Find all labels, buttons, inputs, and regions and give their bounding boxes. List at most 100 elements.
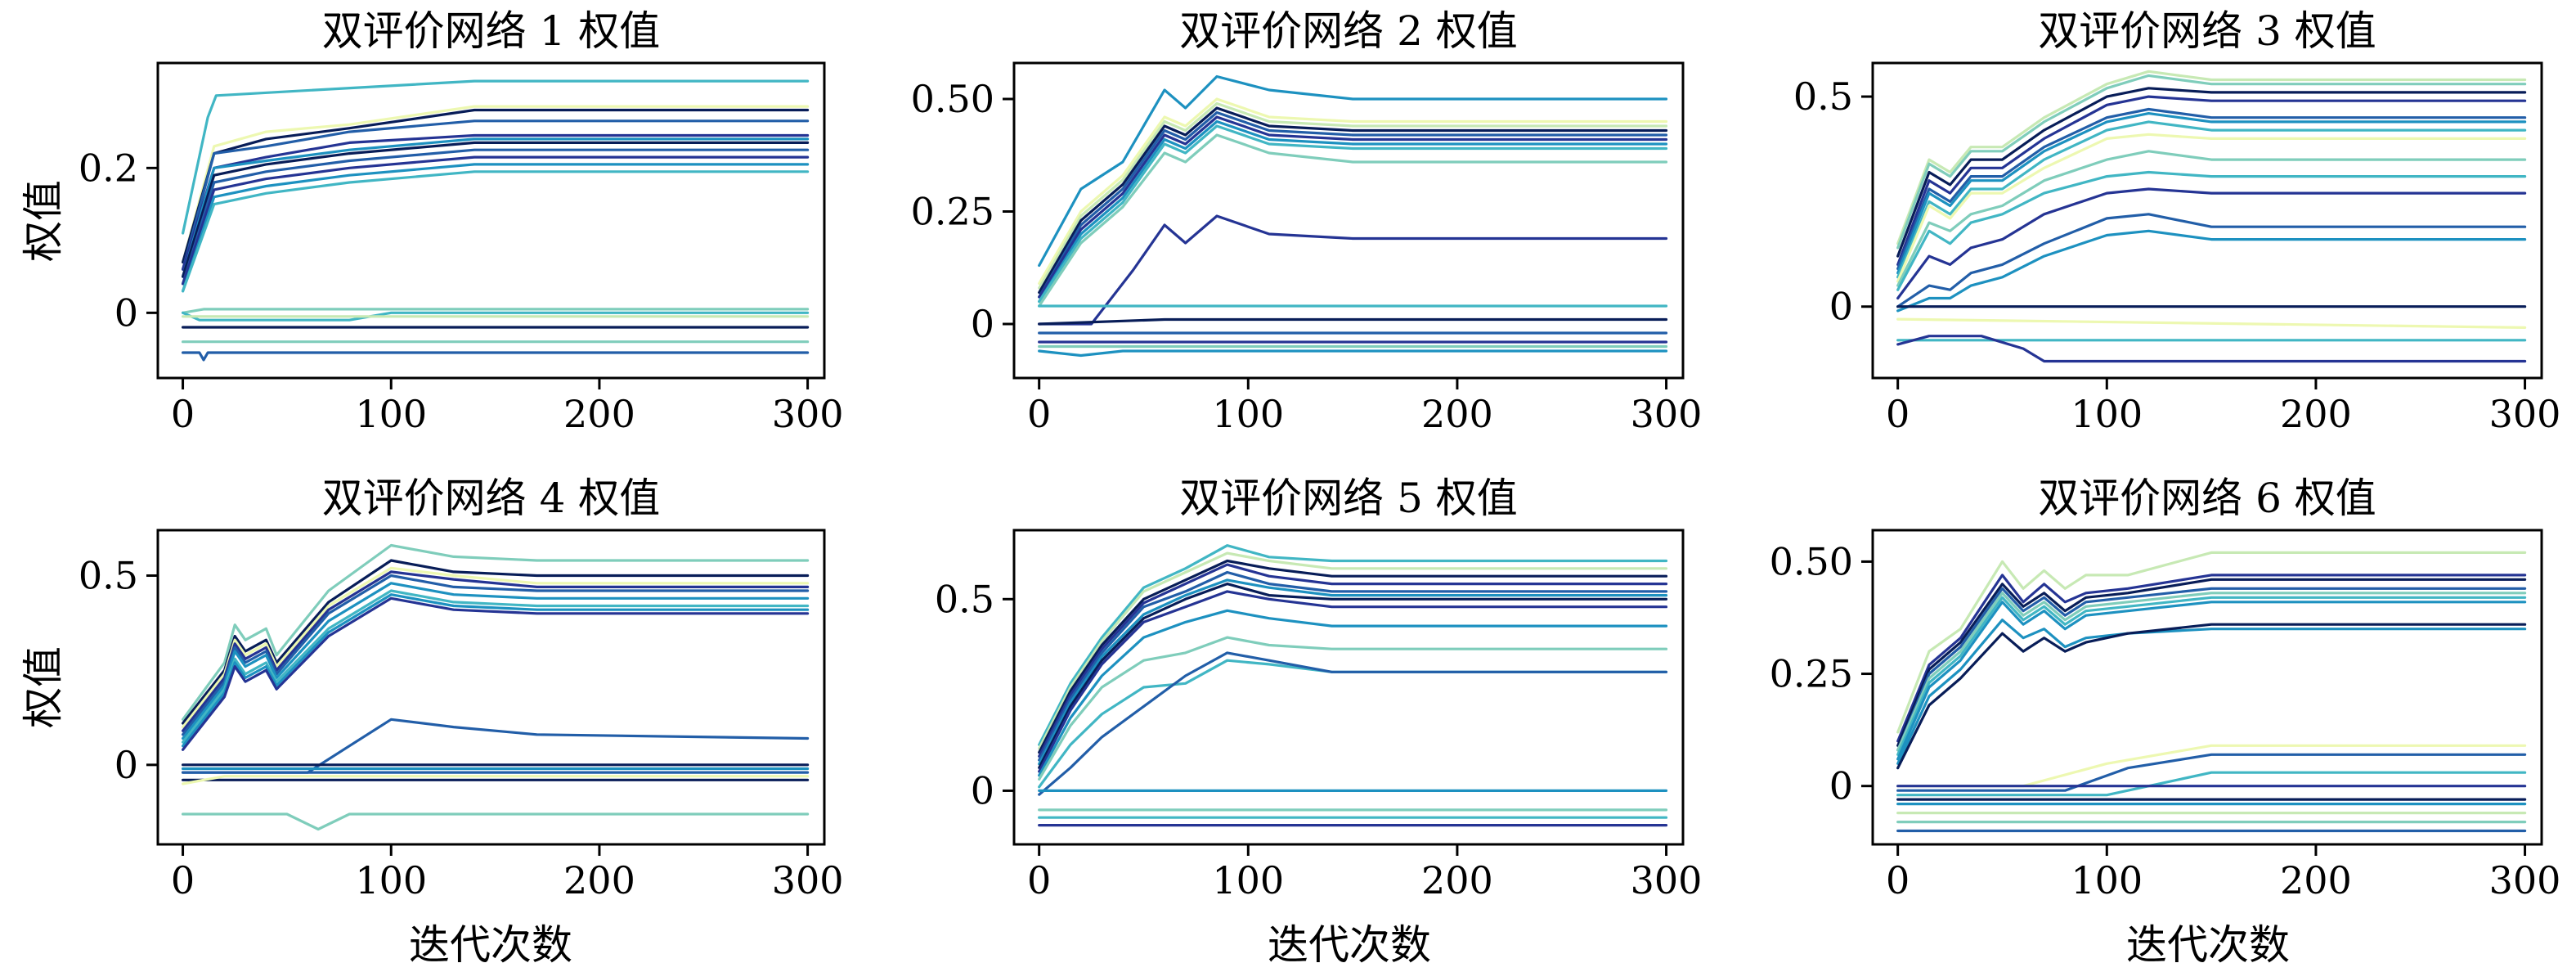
series-line-7 [1038, 119, 1668, 304]
y-tick-label: 0 [114, 290, 138, 335]
series-line-9 [1896, 150, 2527, 287]
x-tick-label: 300 [2489, 392, 2561, 436]
series-line-10 [182, 163, 810, 293]
series-line-3 [1038, 101, 1668, 290]
series-line-6 [182, 582, 810, 740]
series-group [1896, 70, 2527, 363]
series-line-12 [1038, 317, 1668, 326]
series-line-10 [1896, 170, 2527, 291]
series-line-4 [1896, 95, 2527, 266]
subplot-title: 双评价网络 1 权值 [322, 7, 661, 55]
x-axis-label-col-1: 迭代次数 [409, 921, 572, 969]
plot-frame [1012, 529, 1685, 846]
series-line-8 [1896, 619, 2527, 765]
series-line-15 [182, 775, 810, 785]
series-line-3 [1038, 559, 1668, 754]
y-tick-label: 0 [1829, 285, 1853, 329]
x-tick-label: 0 [1027, 392, 1051, 436]
x-tick-label: 100 [2071, 858, 2143, 902]
x-tick-label: 200 [563, 858, 635, 902]
series-line-9 [1038, 609, 1668, 777]
series-line-10 [1038, 636, 1668, 781]
series-line-12 [182, 308, 810, 314]
plot-frame [1871, 61, 2543, 380]
series-line-11 [182, 170, 810, 293]
subplot-4: 0 100 200 300 0 0.5 双评价网络 4 权值 [79, 475, 844, 902]
series-line-17 [182, 351, 810, 362]
series-line-4 [1038, 106, 1668, 295]
series-group [182, 79, 810, 362]
y-tick-label: 0.50 [1770, 539, 1853, 583]
subplot-title: 双评价网络 5 权值 [1179, 475, 1518, 522]
x-tick-label: 0 [1886, 392, 1910, 436]
plot-frame [1012, 61, 1685, 380]
series-group [1896, 551, 2527, 833]
x-tick-label: 100 [355, 858, 427, 902]
series-line-1 [182, 543, 810, 721]
series-line-9 [182, 596, 810, 751]
series-line-4 [182, 119, 810, 271]
series-line-7 [182, 141, 810, 278]
series-line-6 [1038, 578, 1668, 766]
x-tick-label: 300 [2489, 858, 2561, 902]
series-line-5 [1038, 570, 1668, 762]
series-line-9 [1896, 623, 2527, 770]
series-line-15 [1896, 317, 2527, 329]
x-tick-label: 0 [171, 858, 195, 902]
series-line-1 [1896, 70, 2527, 245]
series-line-9 [182, 155, 810, 286]
series-line-1 [1038, 74, 1668, 268]
subplot-6: 0 100 200 300 0 0.25 0.50 双评价网络 6 权值 [1770, 475, 2561, 902]
series-line-3 [182, 108, 810, 263]
x-tick-label: 300 [1631, 858, 1703, 902]
series-line-8 [1038, 124, 1668, 304]
series-line-7 [1896, 601, 2527, 761]
series-group [1038, 544, 1668, 827]
series-line-16 [182, 812, 810, 831]
y-tick-label: 0.2 [79, 146, 138, 190]
subplot-title: 双评价网络 6 权值 [2038, 475, 2376, 522]
series-line-11 [1896, 753, 2527, 792]
subplot-title: 双评价网络 4 权值 [322, 475, 661, 522]
y-tick-label: 0.5 [1793, 74, 1853, 119]
series-line-2 [182, 559, 810, 725]
series-line-3 [1896, 87, 2527, 258]
y-tick-label: 0 [971, 768, 994, 812]
y-tick-label: 0.5 [935, 577, 994, 621]
series-line-6 [1896, 112, 2527, 275]
series-group [182, 543, 810, 831]
series-line-7 [1896, 120, 2527, 279]
plot-frame [156, 529, 826, 846]
series-line-5 [1038, 110, 1668, 299]
series-line-12 [1896, 213, 2527, 308]
x-tick-label: 0 [1886, 858, 1910, 902]
x-tick-label: 300 [772, 392, 844, 436]
y-tick-label: 0 [114, 743, 138, 787]
series-line-16 [1038, 349, 1668, 358]
series-line-8 [1038, 590, 1668, 773]
x-tick-label: 0 [171, 392, 195, 436]
series-line-1 [1038, 544, 1668, 746]
series-line-4 [1896, 587, 2527, 752]
x-tick-label: 100 [2071, 392, 2143, 436]
series-line-2 [1038, 97, 1668, 286]
series-line-5 [1896, 107, 2527, 271]
series-line-10 [1896, 744, 2527, 788]
series-line-6 [182, 137, 810, 278]
x-tick-label: 0 [1027, 858, 1051, 902]
series-line-1 [182, 79, 810, 235]
y-tick-label: 0.25 [911, 190, 994, 234]
subplot-title: 双评价网络 2 权值 [1179, 7, 1518, 55]
series-line-12 [1896, 771, 2527, 797]
series-line-6 [1038, 115, 1668, 299]
series-line-17 [1896, 335, 2527, 363]
subplot-5: 0 100 200 300 0 0.5 双评价网络 5 权值 [935, 475, 1703, 902]
series-line-2 [182, 105, 810, 263]
x-axis-label-col-2: 迭代次数 [1268, 921, 1431, 969]
x-tick-label: 100 [1212, 858, 1284, 902]
series-line-4 [1038, 563, 1668, 758]
x-tick-label: 100 [1212, 392, 1284, 436]
series-line-5 [182, 133, 810, 271]
